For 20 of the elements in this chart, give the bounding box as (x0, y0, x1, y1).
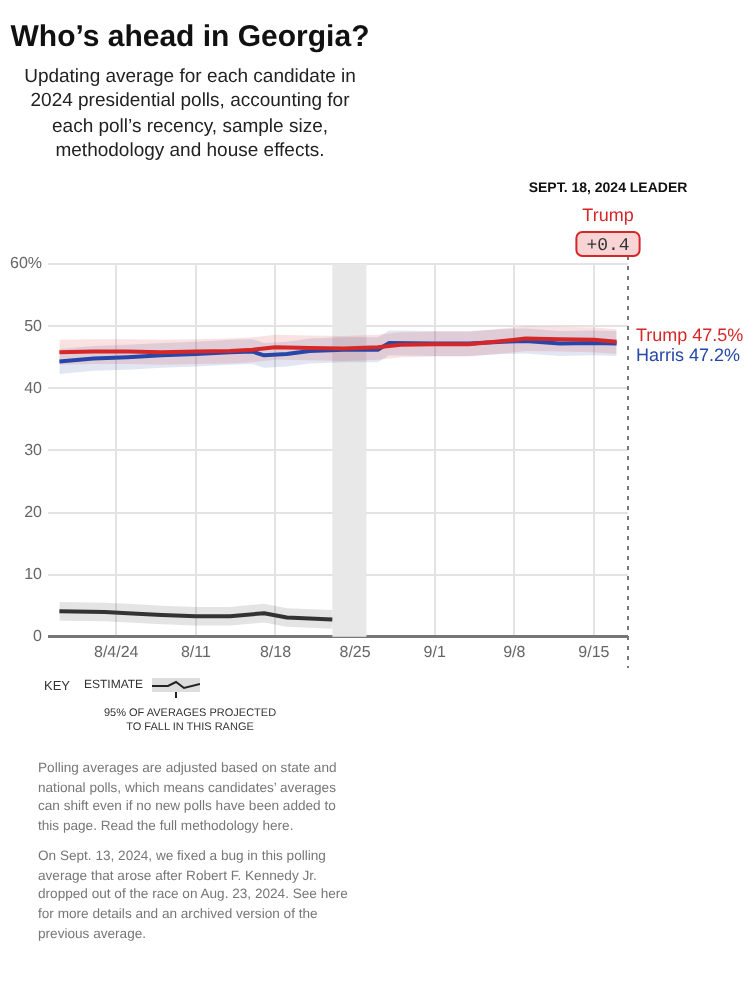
y-tick-label: 60% (9, 255, 43, 274)
x-tick-label: 8/11 (180, 643, 212, 662)
chart-subtitle: Updating average for each candidate in 2024 presidential polls, accounting for each poll’s recency, sample size, methodology and house effects. (22, 66, 358, 165)
y-tick-label: 30 (24, 441, 44, 460)
x-tick-label: 8/4/24 (94, 643, 140, 662)
y-tick-label: 50 (24, 317, 44, 336)
y-tick-label: 0 (33, 627, 44, 646)
x-tick-label: 8/18 (259, 643, 293, 662)
x-tick-label: 8/25 (339, 643, 372, 662)
y-tick-label: 10 (24, 565, 44, 584)
x-tick-label: 9/15 (578, 643, 611, 662)
y-tick-label: 20 (24, 503, 44, 522)
text: Trump (582, 205, 634, 226)
chart-title: Who’s ahead in Georgia? (8, 20, 372, 54)
x-tick-label: 9/1 (423, 643, 447, 662)
text: +0.4 (586, 236, 630, 257)
x-tick-label: 9/8 (503, 643, 527, 662)
text: Harris 47.2% (636, 345, 741, 366)
text: Trump 47.5% (636, 325, 744, 346)
y-tick-label: 40 (24, 379, 44, 398)
